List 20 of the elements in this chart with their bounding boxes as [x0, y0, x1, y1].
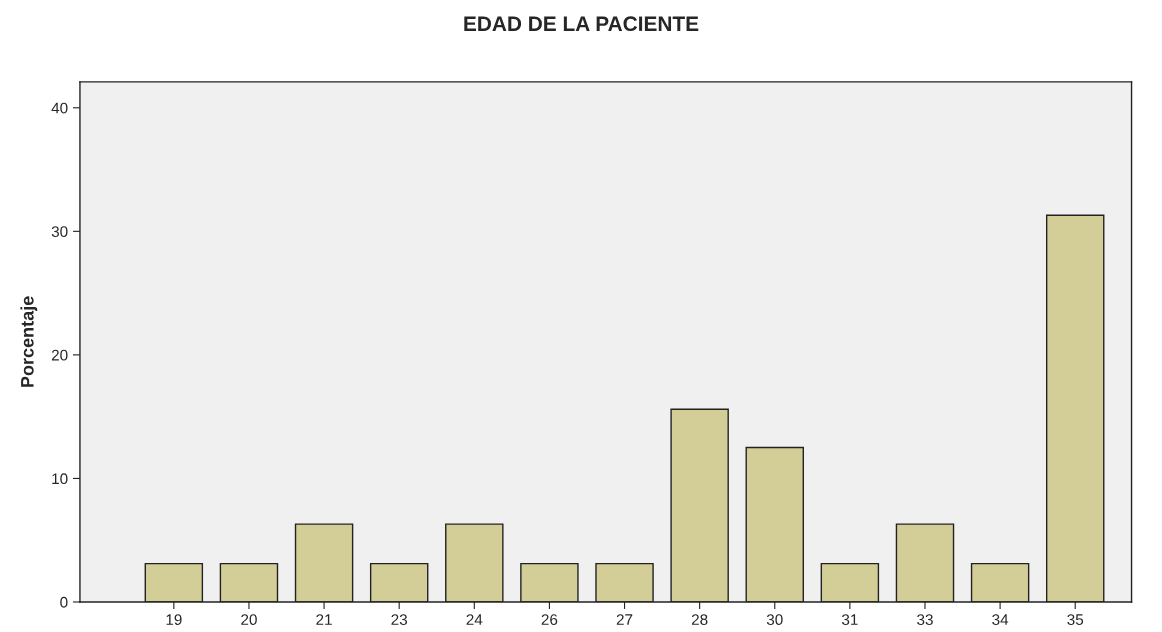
y-axis-title: Porcentaje [20, 296, 38, 387]
x-tick-label: 35 [1067, 614, 1084, 626]
x-tick-label: 23 [391, 614, 408, 626]
x-tick-label: 31 [841, 614, 858, 626]
y-tick-label: 10 [52, 473, 68, 485]
x-tick-label: 27 [616, 614, 633, 625]
x-tick-label: 33 [917, 614, 933, 626]
x-tick-label: 19 [166, 614, 182, 626]
x-tick-label: 24 [466, 614, 483, 625]
x-tick-label: 26 [541, 614, 558, 626]
x-tick-label: 20 [241, 614, 257, 626]
y-tick-label: 20 [51, 349, 68, 361]
y-tick-label: 0 [60, 596, 68, 608]
x-tick-label: 30 [766, 614, 783, 626]
x-tick-label: 34 [992, 614, 1009, 626]
x-tick-label: 21 [316, 614, 332, 625]
y-tick-label: 40 [51, 102, 68, 114]
x-tick-label: 28 [691, 614, 708, 626]
chart-title: EDAD DE LA PACIENTE [464, 16, 699, 32]
y-tick-label: 30 [51, 226, 68, 238]
